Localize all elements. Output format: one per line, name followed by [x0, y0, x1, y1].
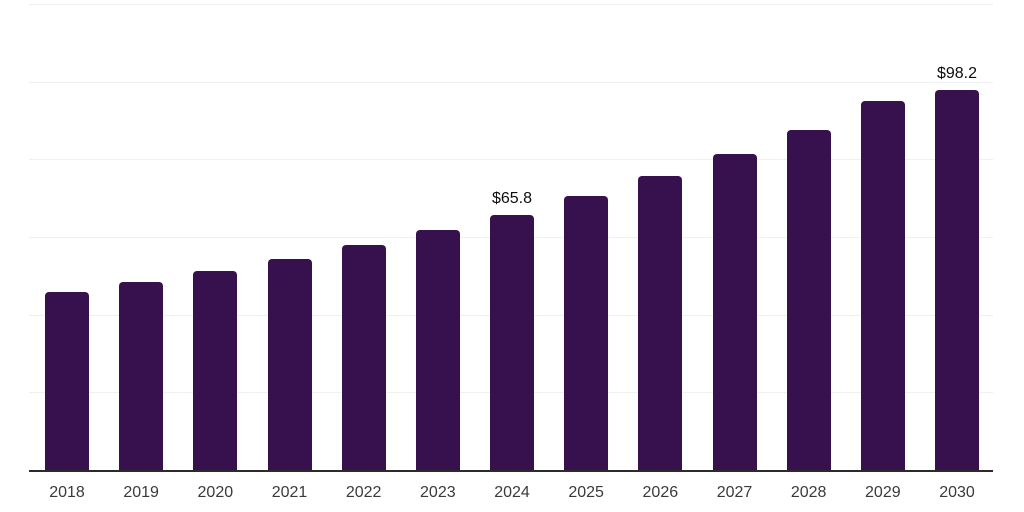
x-tick-label-2028: 2028: [790, 484, 827, 501]
x-tick-label-2022: 2022: [345, 484, 382, 501]
bar-2022: [341, 244, 386, 471]
bar-2023: [415, 230, 460, 471]
bar-2028: [786, 130, 831, 471]
bar-2024: [490, 215, 534, 471]
data-label-2030: $98.2: [936, 64, 978, 82]
x-tick-label-2030: 2030: [939, 484, 975, 501]
x-tick-label-2019: 2019: [123, 484, 159, 501]
data-label-2024: $65.8: [491, 190, 533, 208]
bar-2026: [638, 175, 683, 471]
x-tick-label-2024: 2024: [494, 484, 530, 501]
x-tick-label-2018: 2018: [49, 484, 85, 501]
bar-2027: [712, 154, 757, 471]
bar-2020: [193, 271, 238, 471]
x-axis-line: [29, 470, 993, 472]
bar-2021: [267, 259, 312, 471]
bar-2030: [935, 89, 979, 471]
x-axis-labels: 2018 2019 2020 2021 2022 2023 2024 2025 2026 2027…: [29, 484, 993, 506]
gridline: [29, 81, 993, 83]
bar-2018: [45, 292, 89, 471]
x-tick-label-2020: 2020: [197, 484, 234, 501]
x-tick-label-2025: 2025: [568, 484, 604, 501]
x-tick-label-2029: 2029: [865, 484, 901, 501]
x-tick-label-2027: 2027: [716, 484, 753, 501]
x-tick-label-2023: 2023: [420, 484, 456, 501]
bar-2029: [860, 101, 905, 471]
gridline: [29, 4, 993, 5]
bar-2019: [119, 282, 164, 471]
x-tick-label-2026: 2026: [642, 484, 679, 501]
bar-2025: [564, 196, 609, 471]
plot-area: $65.8 $98.2: [29, 4, 993, 472]
x-tick-label-2021: 2021: [271, 484, 308, 501]
gridline: [29, 159, 993, 161]
